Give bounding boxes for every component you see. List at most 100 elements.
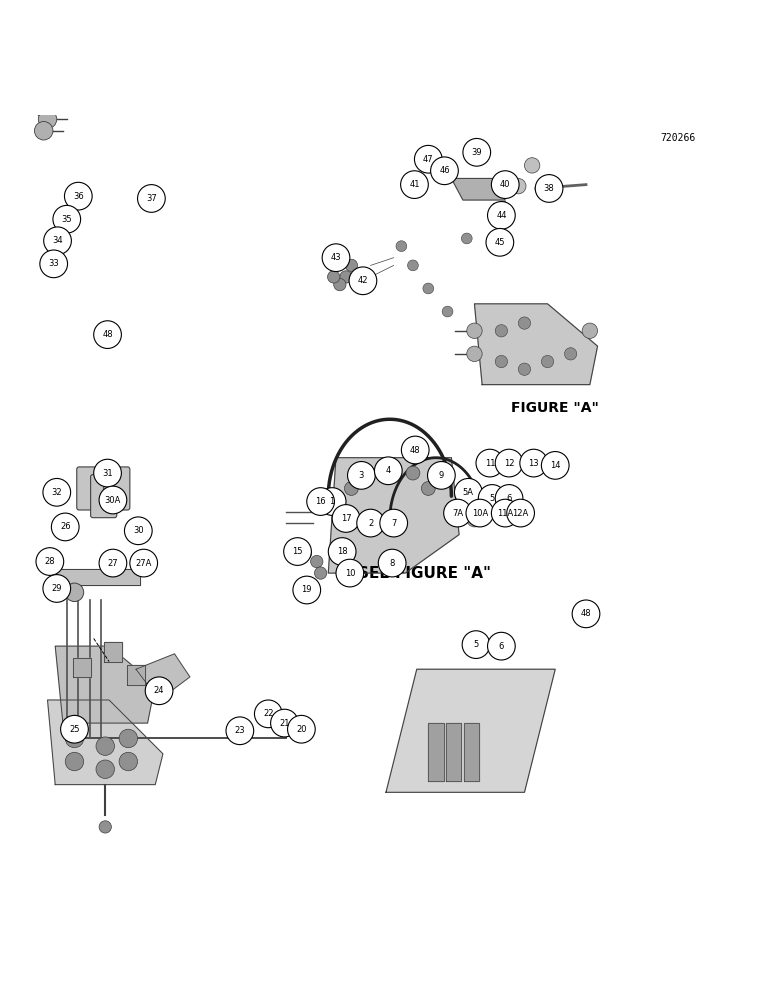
FancyBboxPatch shape <box>90 475 117 518</box>
Circle shape <box>99 821 111 833</box>
Polygon shape <box>103 642 122 662</box>
Circle shape <box>396 241 407 252</box>
Text: 43: 43 <box>330 253 341 262</box>
Circle shape <box>43 478 70 506</box>
Text: 28: 28 <box>45 557 55 566</box>
Circle shape <box>44 227 71 255</box>
Circle shape <box>306 488 334 515</box>
Text: 34: 34 <box>52 236 63 245</box>
Circle shape <box>137 185 165 212</box>
Circle shape <box>406 466 420 480</box>
Circle shape <box>479 485 506 512</box>
Circle shape <box>518 317 530 329</box>
Circle shape <box>463 138 491 166</box>
Circle shape <box>255 700 282 728</box>
Circle shape <box>96 737 114 755</box>
Circle shape <box>99 549 127 577</box>
Circle shape <box>467 323 482 338</box>
FancyBboxPatch shape <box>76 467 103 510</box>
Text: 46: 46 <box>439 166 450 175</box>
Circle shape <box>93 459 121 487</box>
Circle shape <box>442 306 453 317</box>
Text: 5: 5 <box>473 640 479 649</box>
Circle shape <box>360 466 374 480</box>
Circle shape <box>572 600 600 628</box>
Text: 24: 24 <box>154 686 164 695</box>
Polygon shape <box>127 665 145 685</box>
Circle shape <box>431 157 459 185</box>
Circle shape <box>380 509 408 537</box>
Text: 10A: 10A <box>472 509 488 518</box>
Circle shape <box>314 567 327 579</box>
Circle shape <box>293 576 320 604</box>
Circle shape <box>119 752 137 771</box>
Text: 25: 25 <box>69 725 80 734</box>
Circle shape <box>541 452 569 479</box>
Text: 29: 29 <box>52 584 62 593</box>
Text: 13: 13 <box>528 459 539 468</box>
Text: 16: 16 <box>315 497 326 506</box>
Text: 6: 6 <box>506 494 512 503</box>
Text: 11: 11 <box>485 459 495 468</box>
Text: 47: 47 <box>423 155 434 164</box>
Text: 31: 31 <box>102 469 113 478</box>
Polygon shape <box>328 458 459 573</box>
Circle shape <box>344 482 358 495</box>
Circle shape <box>271 709 298 737</box>
Circle shape <box>492 499 519 527</box>
Circle shape <box>476 449 503 477</box>
Circle shape <box>287 715 315 743</box>
Circle shape <box>459 488 475 504</box>
Text: 7: 7 <box>391 519 396 528</box>
Text: 9: 9 <box>438 471 444 480</box>
Circle shape <box>466 499 493 527</box>
Circle shape <box>467 512 482 527</box>
Text: FIGURE "A": FIGURE "A" <box>511 401 599 415</box>
Polygon shape <box>452 178 505 200</box>
Text: 41: 41 <box>409 180 420 189</box>
Circle shape <box>564 348 577 360</box>
Text: 22: 22 <box>263 709 273 718</box>
Polygon shape <box>48 700 163 785</box>
Text: 19: 19 <box>302 585 312 594</box>
Text: 27: 27 <box>107 559 118 568</box>
Polygon shape <box>386 669 555 792</box>
Text: 37: 37 <box>146 194 157 203</box>
Circle shape <box>35 98 53 117</box>
Circle shape <box>332 505 360 532</box>
Circle shape <box>39 110 57 128</box>
Text: 7A: 7A <box>452 509 463 518</box>
Circle shape <box>401 171 428 198</box>
Circle shape <box>455 478 482 506</box>
Text: 11A: 11A <box>497 509 513 518</box>
Text: 36: 36 <box>73 192 83 201</box>
Circle shape <box>53 205 80 233</box>
Circle shape <box>495 449 523 477</box>
Circle shape <box>334 278 346 291</box>
Circle shape <box>462 631 490 658</box>
Text: 48: 48 <box>410 446 421 455</box>
Circle shape <box>357 509 384 537</box>
Text: 10: 10 <box>344 569 355 578</box>
Circle shape <box>40 250 67 278</box>
Text: 18: 18 <box>337 547 347 556</box>
Text: 5: 5 <box>489 494 495 503</box>
Circle shape <box>66 583 83 602</box>
Circle shape <box>310 555 323 568</box>
Text: 8: 8 <box>389 559 394 568</box>
Text: 23: 23 <box>235 726 245 735</box>
Circle shape <box>374 457 402 485</box>
Text: 48: 48 <box>102 330 113 339</box>
Circle shape <box>495 325 507 337</box>
Text: 20: 20 <box>296 725 306 734</box>
Circle shape <box>401 436 429 464</box>
Circle shape <box>383 458 397 472</box>
Text: 45: 45 <box>495 238 505 247</box>
Circle shape <box>495 355 507 368</box>
Circle shape <box>486 228 513 256</box>
Text: 40: 40 <box>500 180 510 189</box>
Circle shape <box>226 717 254 745</box>
Circle shape <box>520 449 547 477</box>
Circle shape <box>336 559 364 587</box>
Circle shape <box>93 321 121 348</box>
